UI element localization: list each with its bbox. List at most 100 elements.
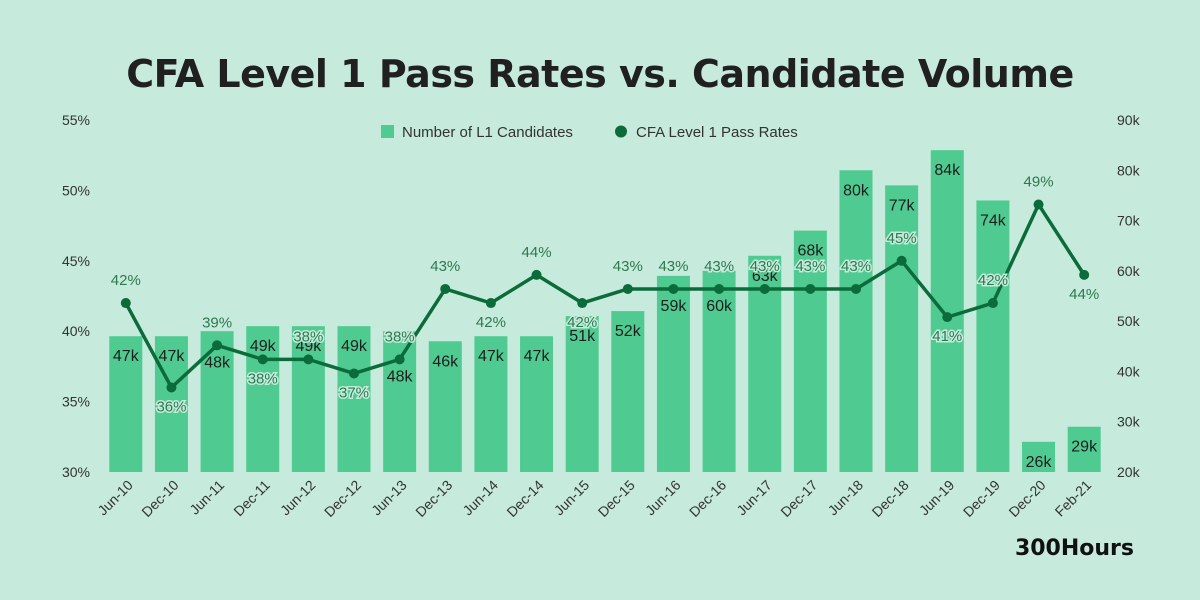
right-axis-tick-label: 60k [1117, 263, 1141, 279]
pass-rate-label: 43% [658, 258, 688, 275]
legend-line-label: CFA Level 1 Pass Rates [636, 124, 798, 141]
pass-rate-label: 38% [293, 328, 323, 345]
bar-value-label: 46k [432, 353, 459, 370]
pass-rate-label: 45% [887, 230, 917, 247]
pass-rate-point [394, 354, 405, 365]
left-axis-tick-label: 45% [62, 253, 90, 269]
x-axis-tick-label: Jun-16 [642, 477, 684, 519]
pass-rate-point [942, 312, 953, 323]
pass-rate-point [440, 283, 451, 294]
pass-rate-label: 42% [567, 314, 597, 331]
bar [383, 331, 417, 472]
bar [109, 336, 143, 472]
pass-rate-point [1079, 269, 1090, 280]
pass-rate-point [987, 298, 998, 309]
bar-label-group: 47k 47k 48k 49k 49k 49k 48k 46k 47k 47k 51k 52k 59k 6… [113, 162, 1098, 471]
pass-rate-label: 42% [978, 272, 1008, 289]
pct-label-group: 42% 36% 39% 38% 38% 37% 38% 43% 42% 44% 42% 43% 43% 4… [109, 172, 1100, 417]
bar-value-label: 84k [934, 162, 961, 179]
bar [291, 326, 325, 472]
brand-logo: 300Hours [1014, 536, 1134, 561]
bar-value-label: 49k [295, 338, 322, 355]
x-axis-tick-label: Jun-11 [186, 477, 227, 518]
pass-rate-point [714, 283, 725, 294]
pass-rate-point [120, 298, 131, 309]
legend-line-swatch [615, 125, 627, 138]
bar-value-label: 60k [706, 298, 733, 315]
bar-value-label: 59k [661, 298, 688, 315]
right-axis-tick-label: 30k [1117, 414, 1141, 430]
x-axis-tick-label: Jun-10 [94, 477, 136, 519]
pass-rate-label: 39% [202, 314, 232, 331]
x-axis-tick-label: Jun-18 [825, 477, 867, 519]
bar [1022, 441, 1056, 472]
pass-rate-point [257, 354, 268, 365]
bar [337, 326, 371, 472]
bar-value-label: 68k [797, 243, 824, 260]
legend: Number of L1 Candidates CFA Level 1 Pass… [381, 124, 798, 141]
pass-rate-label: 44% [522, 244, 552, 261]
bar-value-label: 48k [204, 354, 231, 371]
bar-value-label: 77k [889, 197, 916, 214]
x-axis-tick-label: Dec-16 [686, 477, 729, 520]
bar [520, 336, 554, 472]
left-axis-tick-label: 55% [62, 112, 90, 128]
x-axis-tick-label: Dec-13 [412, 477, 455, 520]
bar [474, 336, 508, 472]
pass-rate-label: 43% [704, 258, 734, 275]
pass-rate-label: 42% [111, 272, 141, 289]
left-axis-tick-label: 30% [62, 464, 90, 480]
x-axis-tick-label: Dec-10 [138, 477, 181, 520]
left-axis-tick-label: 50% [62, 182, 90, 198]
pass-rate-point [349, 368, 359, 379]
bar [1067, 426, 1101, 472]
pass-rate-point [851, 283, 861, 294]
bar [611, 311, 645, 472]
left-axis-tick-label: 35% [62, 394, 90, 410]
bar [976, 200, 1010, 472]
pass-rate-label: 43% [613, 258, 643, 275]
pass-rate-label: 36% [156, 399, 186, 416]
x-axis-tick-label: Jun-12 [277, 477, 319, 519]
pass-rate-point [805, 283, 816, 294]
legend-bar-label: Number of L1 Candidates [402, 124, 573, 141]
x-axis-tick-label: Dec-17 [777, 477, 820, 520]
bar-value-label: 26k [1026, 454, 1053, 471]
pass-rate-label: 43% [841, 258, 871, 275]
right-axis: 20k 30k 40k 50k 60k 70k 80k 90k [1117, 112, 1141, 480]
pass-rate-label: 49% [1024, 173, 1054, 190]
pass-rate-line [124, 202, 1086, 390]
bar [702, 270, 736, 472]
pass-rate-point [668, 283, 679, 294]
pass-rate-label: 43% [750, 258, 780, 275]
bar [930, 150, 964, 472]
pass-rate-label: 38% [248, 370, 278, 387]
bar-value-label: 29k [1071, 439, 1098, 456]
x-axis-tick-label: Dec-12 [321, 477, 364, 520]
bar [656, 275, 690, 472]
right-axis-tick-label: 50k [1117, 313, 1141, 329]
bar-value-label: 47k [478, 348, 505, 365]
x-axis-tick-label: Dec-19 [960, 477, 1003, 520]
x-axis-tick-label: Dec-11 [230, 477, 273, 520]
pass-rate-point [622, 283, 633, 294]
pass-rate-point [485, 298, 496, 309]
pass-rate-point [531, 269, 542, 280]
x-axis-tick-label: Dec-15 [595, 477, 638, 520]
pass-rate-label: 43% [795, 258, 825, 275]
pass-rate-point [896, 255, 907, 266]
bar [839, 170, 873, 473]
x-axis-tick-label: Dec-14 [503, 477, 546, 520]
bar-value-label: 74k [980, 212, 1007, 229]
x-axis-tick-label: Dec-20 [1005, 477, 1048, 520]
pass-rate-label: 41% [932, 328, 962, 345]
bar-value-label: 47k [524, 348, 551, 365]
bar-value-label: 49k [341, 338, 368, 355]
pass-rate-point [212, 340, 223, 351]
bar [246, 326, 280, 472]
right-axis-tick-label: 40k [1117, 363, 1141, 379]
bar-series [109, 150, 1101, 473]
left-axis-tick-label: 40% [62, 323, 90, 339]
bar-value-label: 47k [159, 348, 186, 365]
